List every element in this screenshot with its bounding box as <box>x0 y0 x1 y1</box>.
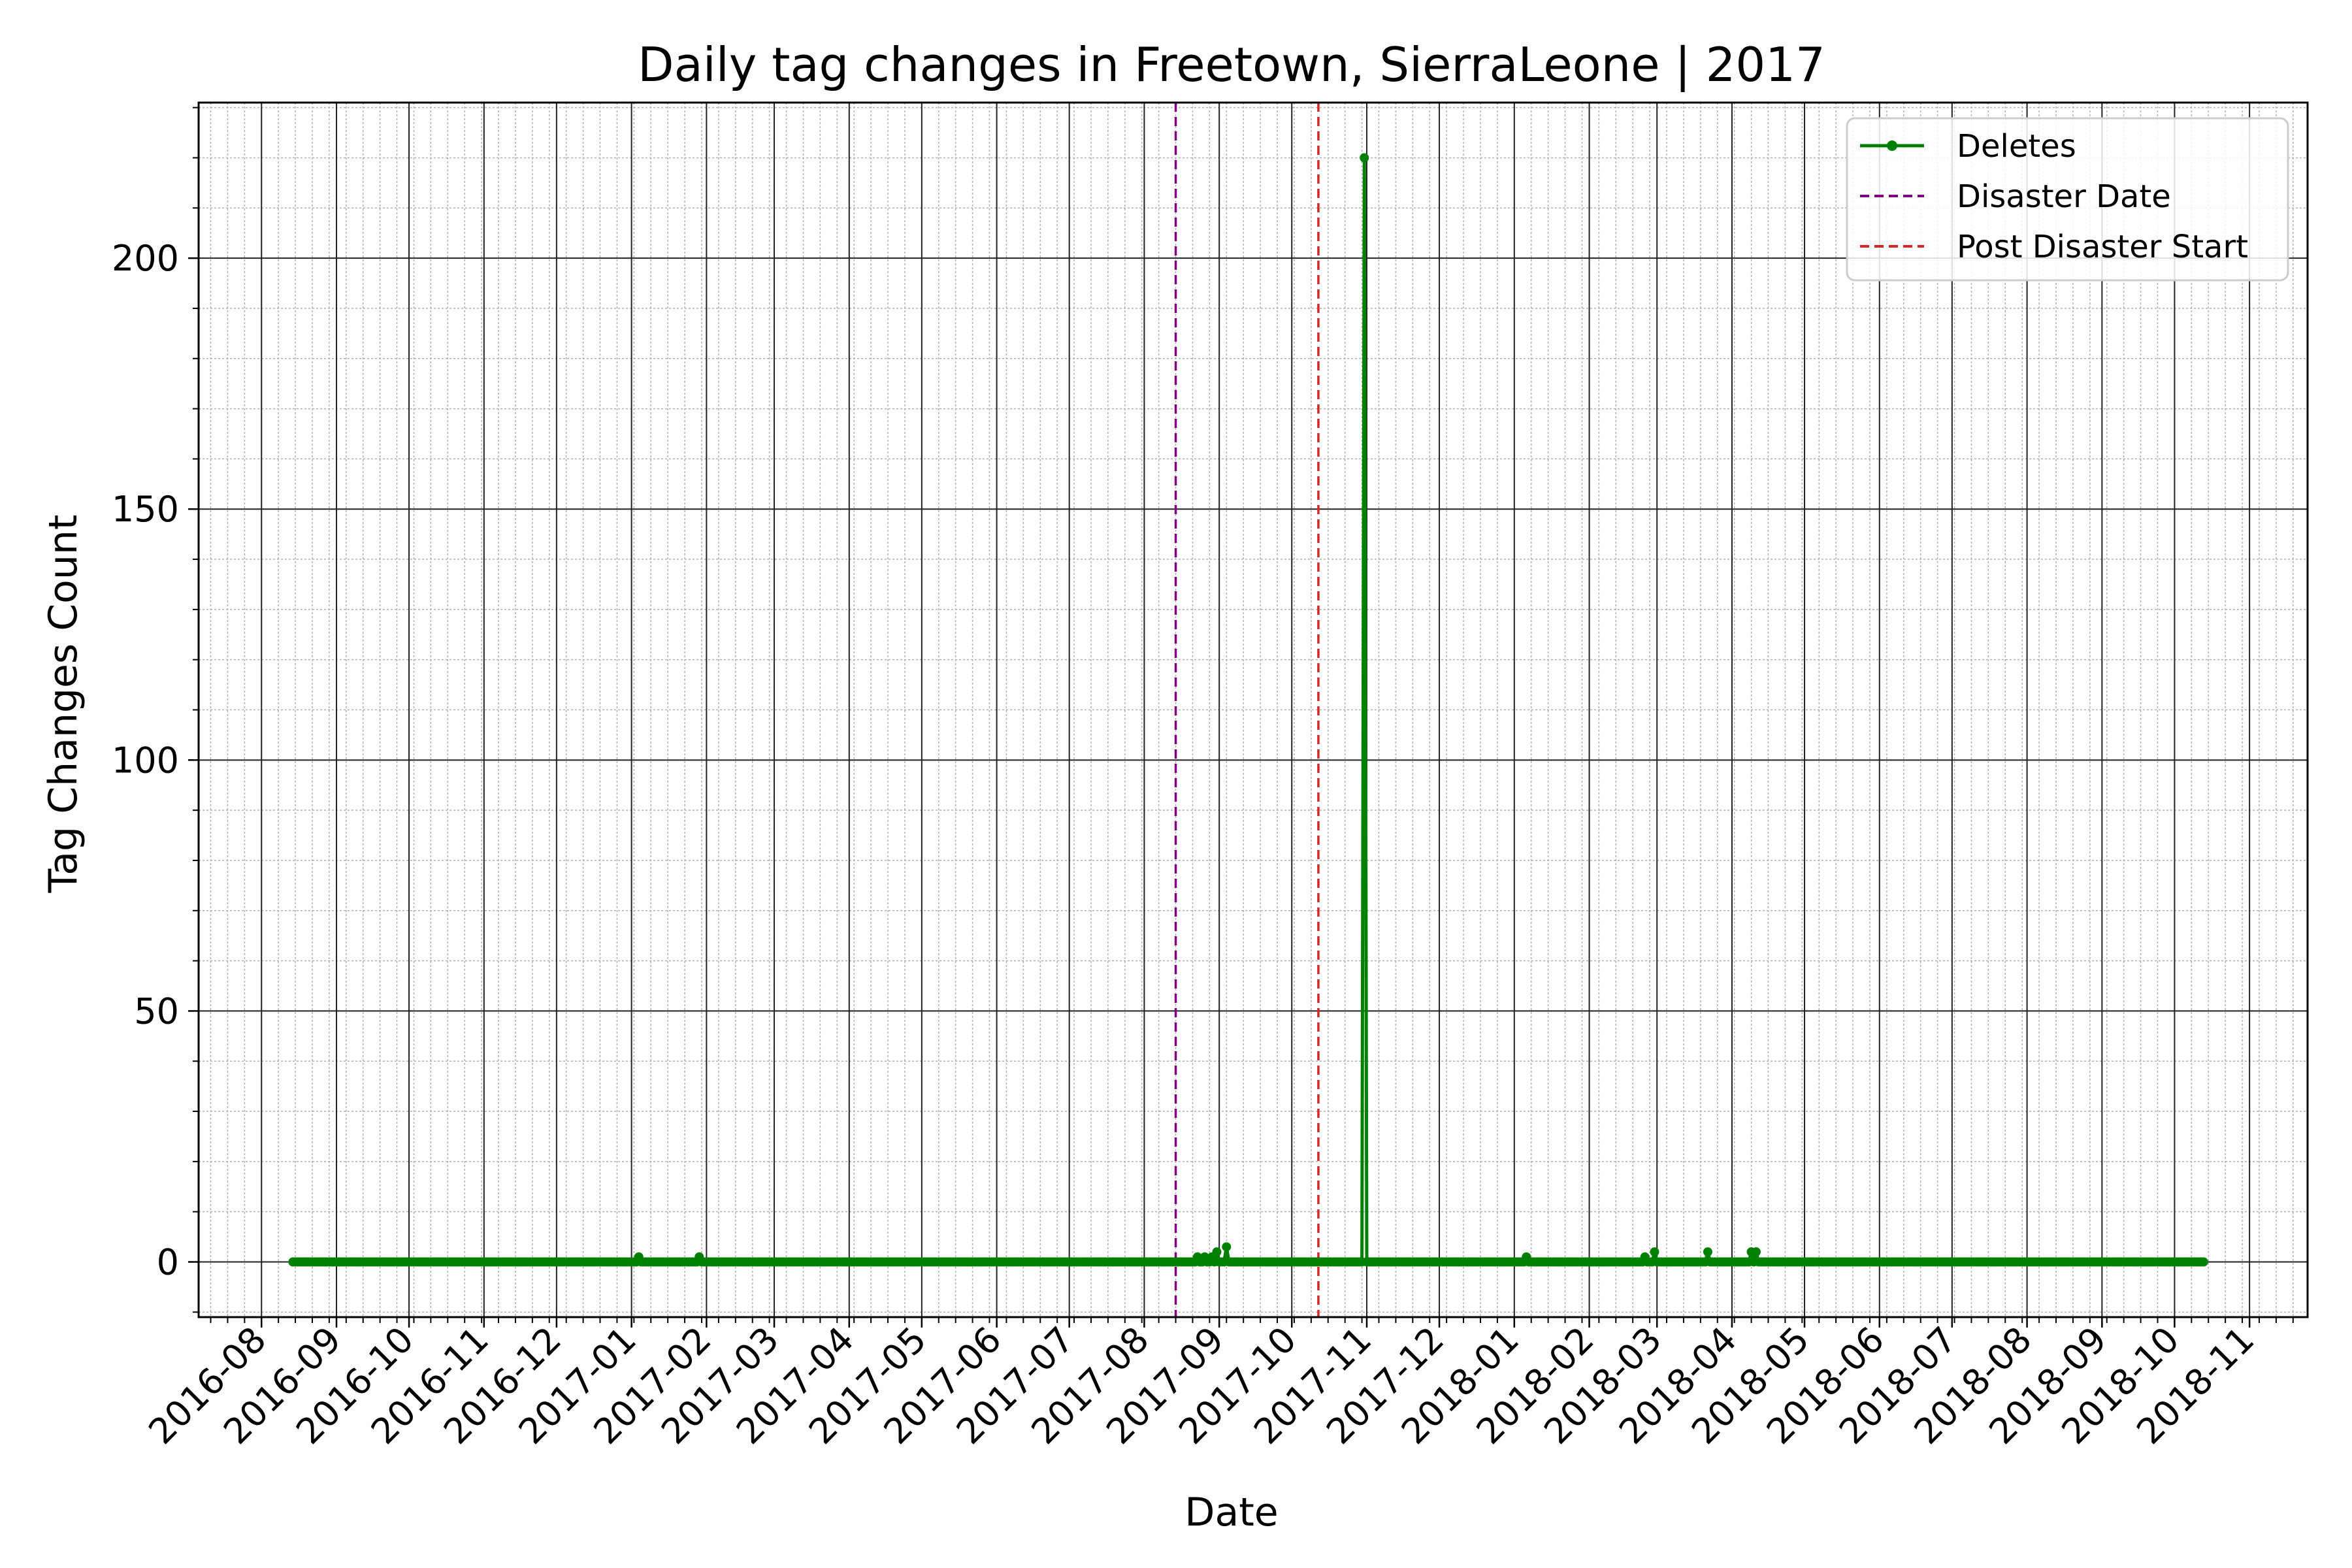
legend-deletes-label: Deletes <box>1957 128 2076 165</box>
data-point <box>1703 1247 1712 1257</box>
y-tick-label: 0 <box>157 1242 179 1283</box>
data-point <box>1212 1247 1222 1257</box>
y-tick-label: 200 <box>112 238 179 279</box>
data-point <box>2198 1257 2208 1267</box>
data-point <box>1650 1247 1659 1257</box>
legend-box <box>1846 117 2289 282</box>
legend-post-disaster-label: Post Disaster Start <box>1957 229 2248 265</box>
reference-lines <box>1174 103 1320 1317</box>
data-point <box>1222 1242 1232 1252</box>
y-tick-label: 100 <box>112 740 179 781</box>
y-tick-label: 50 <box>134 990 179 1032</box>
legend: Deletes Disaster Date Post Disaster Star… <box>1846 117 2289 282</box>
chart-title: Daily tag changes in Freetown, SierraLeo… <box>638 37 1825 93</box>
x-axis-label: Date <box>1184 1490 1278 1535</box>
data-point <box>1751 1247 1761 1257</box>
minor-grid <box>199 103 2308 1317</box>
series-layer <box>288 153 2208 1267</box>
y-tick-label: 150 <box>112 489 179 530</box>
y-axis-label: Tag Changes Count <box>41 515 86 894</box>
legend-disaster-date-label: Disaster Date <box>1957 178 2171 215</box>
y-axis: 0 50 100 150 200 <box>112 106 199 1313</box>
major-grid <box>199 103 2308 1317</box>
data-point <box>1360 153 1369 163</box>
legend-deletes-marker <box>1887 140 1897 151</box>
